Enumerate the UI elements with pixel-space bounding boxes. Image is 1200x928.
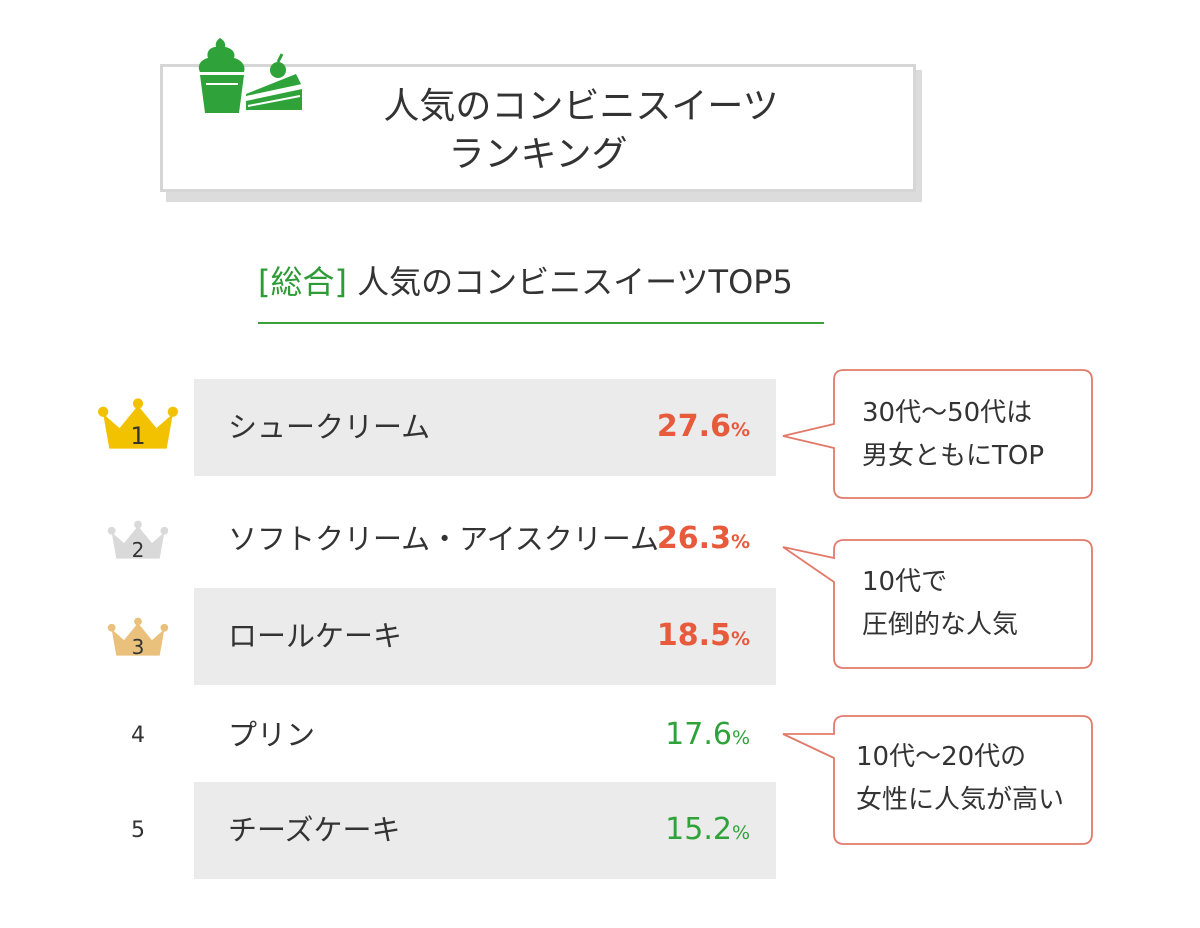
callout-bubble xyxy=(782,715,1093,845)
data-label: 18.5% xyxy=(656,617,750,653)
rank-number: 4 xyxy=(131,722,145,748)
item-label: ロールケーキ xyxy=(228,618,403,653)
data-label: 15.2% xyxy=(665,811,750,847)
callout-line: 10代～20代の xyxy=(856,742,1027,772)
table-row xyxy=(194,782,776,879)
subtitle-text: 人気のコンビニスイーツTOP5 xyxy=(357,263,793,301)
rank-number: 1 xyxy=(130,421,146,450)
item-label: ソフトクリーム・アイスクリーム xyxy=(228,521,659,556)
callout-text: 10代で圧倒的な人気 xyxy=(862,561,1018,647)
data-label: 27.6% xyxy=(656,408,750,444)
rank-crown-icon: 3 xyxy=(107,615,169,659)
rank-crown-icon: 1 xyxy=(97,396,179,452)
table-row xyxy=(194,588,776,685)
callout-line: 30代～50代は xyxy=(862,398,1033,428)
value-number: 18.5 xyxy=(656,617,731,653)
rank-number: 5 xyxy=(131,817,145,843)
item-label: プリン xyxy=(228,717,316,752)
callout-bubble xyxy=(782,369,1093,499)
callout-line: 10代で xyxy=(862,567,948,597)
value-number: 27.6 xyxy=(656,408,731,444)
callout-text: 30代～50代は 男女ともにTOP xyxy=(862,392,1044,478)
value-unit: % xyxy=(731,726,750,749)
rank-number: 3 xyxy=(131,634,145,659)
callout-line: 圧倒的な人気 xyxy=(862,609,1019,640)
page-title-line-2: ランキング xyxy=(448,134,628,175)
value-unit: % xyxy=(731,821,750,844)
callout-text: 10代～20代の女性に人気が高い xyxy=(856,736,1064,822)
subtitle-bracket: [総合] xyxy=(258,263,347,301)
page-title-line-1: 人気のコンビニスイーツ xyxy=(383,86,779,127)
value-number: 26.3 xyxy=(656,520,731,556)
callout-line: 女性に人気が高い xyxy=(856,784,1065,815)
value-number: 15.2 xyxy=(665,811,732,847)
value-unit: % xyxy=(730,418,750,441)
data-label: 17.6% xyxy=(665,716,750,752)
chart-subtitle: [総合] 人気のコンビニスイーツTOP5 xyxy=(258,266,824,324)
data-label: 26.3% xyxy=(656,520,750,556)
rank-crown-icon: 2 xyxy=(107,518,169,562)
callout-line: 男女ともにTOP xyxy=(862,440,1045,471)
table-row xyxy=(194,379,776,476)
value-unit: % xyxy=(730,530,750,553)
rank-number: 2 xyxy=(131,537,145,562)
value-number: 17.6 xyxy=(665,716,732,752)
value-unit: % xyxy=(730,627,750,650)
callout-bubble xyxy=(782,539,1093,669)
soft-serve-and-cake-icon xyxy=(198,38,302,113)
item-label: シュークリーム xyxy=(228,409,431,444)
item-label: チーズケーキ xyxy=(228,812,401,847)
